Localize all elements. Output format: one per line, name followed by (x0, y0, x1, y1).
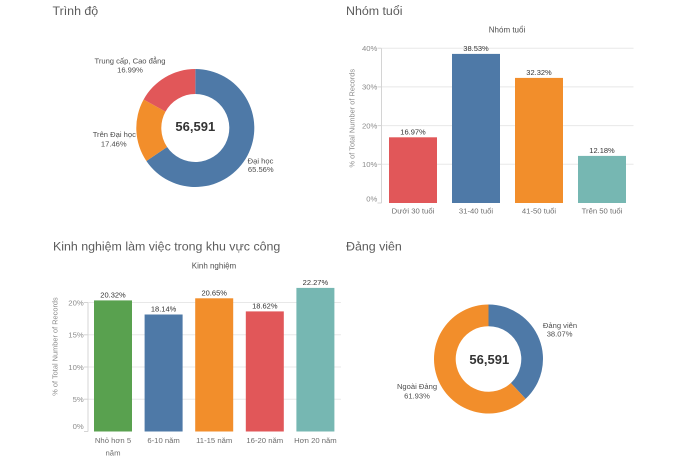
svg-text:Ngoài Đảng: Ngoài Đảng (397, 382, 437, 391)
svg-text:11-15 năm: 11-15 năm (196, 436, 232, 445)
svg-text:Đảng viên: Đảng viên (346, 240, 402, 254)
svg-text:Đảng viên: Đảng viên (543, 321, 577, 330)
svg-text:Trên 50 tuổi: Trên 50 tuổi (582, 206, 623, 215)
svg-text:12.18%: 12.18% (589, 146, 615, 155)
svg-text:40%: 40% (362, 44, 378, 53)
svg-text:20%: 20% (362, 121, 378, 130)
svg-text:16-20 năm: 16-20 năm (246, 436, 283, 445)
svg-text:% of Total Number of Records: % of Total Number of Records (51, 297, 60, 396)
svg-text:20.32%: 20.32% (100, 290, 126, 299)
svg-text:38.07%: 38.07% (547, 330, 573, 339)
svg-text:20.65%: 20.65% (201, 288, 227, 297)
svg-text:10%: 10% (68, 363, 84, 372)
svg-text:16.99%: 16.99% (117, 65, 143, 74)
svg-text:Nhóm tuổi: Nhóm tuổi (346, 4, 402, 18)
svg-text:năm: năm (106, 449, 121, 458)
svg-text:15%: 15% (68, 331, 84, 340)
svg-text:5%: 5% (73, 395, 84, 404)
svg-text:Trung cấp, Cao đẳng: Trung cấp, Cao đẳng (94, 57, 165, 66)
svg-text:56,591: 56,591 (175, 119, 215, 134)
svg-text:56,591: 56,591 (469, 352, 509, 367)
svg-text:32.32%: 32.32% (526, 68, 552, 77)
svg-text:Dưới 30 tuổi: Dưới 30 tuổi (392, 206, 435, 215)
svg-text:Đại học: Đại học (248, 156, 274, 165)
svg-text:Trình độ: Trình độ (53, 4, 99, 18)
svg-text:Hơn 20 năm: Hơn 20 năm (294, 436, 337, 445)
svg-text:30%: 30% (362, 83, 378, 92)
svg-text:61.93%: 61.93% (404, 391, 430, 400)
svg-text:0%: 0% (73, 422, 84, 431)
svg-text:Nhỏ hơn 5: Nhỏ hơn 5 (95, 436, 131, 445)
svg-text:65.56%: 65.56% (248, 165, 274, 174)
svg-text:16.97%: 16.97% (400, 127, 426, 136)
svg-text:0%: 0% (366, 194, 377, 203)
svg-text:31-40 tuổi: 31-40 tuổi (459, 206, 493, 215)
svg-text:18.62%: 18.62% (252, 301, 278, 310)
svg-text:Kinh nghiệm làm việc trong khu: Kinh nghiệm làm việc trong khu vực công (53, 240, 280, 254)
svg-text:20%: 20% (68, 298, 84, 307)
svg-text:18.14%: 18.14% (151, 305, 177, 314)
svg-text:41-50 tuổi: 41-50 tuổi (522, 206, 556, 215)
svg-text:Trên Đại học: Trên Đại học (93, 130, 136, 139)
svg-text:17.46%: 17.46% (101, 139, 127, 148)
svg-text:Kinh nghiệm: Kinh nghiệm (192, 262, 237, 271)
svg-text:Nhóm tuổi: Nhóm tuổi (489, 26, 526, 35)
svg-text:6-10 năm: 6-10 năm (147, 436, 179, 445)
svg-text:10%: 10% (362, 160, 378, 169)
svg-text:22.27%: 22.27% (303, 278, 329, 287)
svg-text:38.53%: 38.53% (463, 44, 489, 53)
svg-text:% of Total Number of Records: % of Total Number of Records (347, 69, 356, 168)
